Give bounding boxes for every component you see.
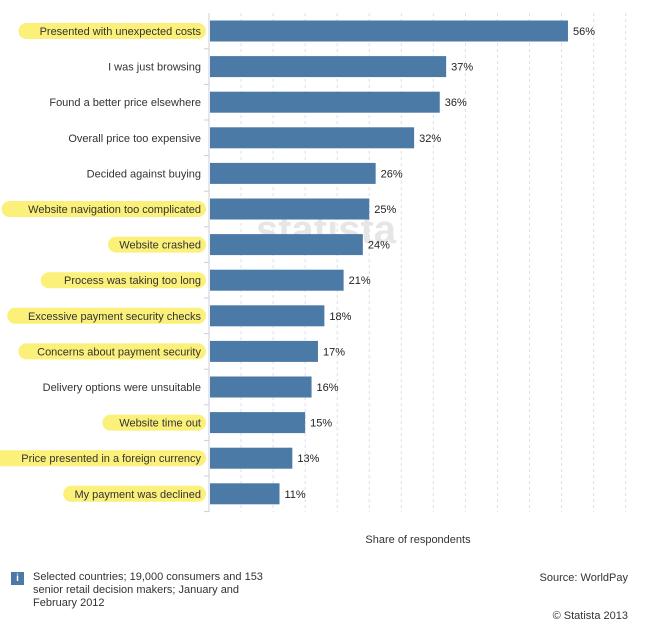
bar	[210, 269, 344, 291]
data-label: 56%	[573, 26, 595, 38]
highlight-mark	[18, 343, 207, 360]
data-label: 36%	[445, 97, 467, 109]
category-label: Website navigation too complicated	[28, 204, 201, 216]
bar	[210, 56, 447, 78]
highlight-mark	[108, 236, 206, 253]
highlight-mark	[1, 201, 206, 217]
highlight-mark	[63, 485, 207, 502]
highlight-mark	[18, 23, 207, 39]
data-label: 17%	[323, 346, 345, 358]
data-label: 26%	[381, 168, 403, 180]
data-label: 24%	[368, 240, 390, 252]
bar	[210, 376, 312, 398]
category-label: Concerns about payment security	[37, 346, 201, 358]
x-axis-label: Share of respondents	[365, 534, 471, 546]
data-label: 32%	[419, 133, 441, 145]
category-label: Presented with unexpected costs	[40, 26, 202, 38]
category-label: Price presented in a foreign currency	[21, 453, 201, 465]
data-label: 15%	[310, 418, 332, 430]
source: Source: WorldPay	[539, 572, 628, 584]
bar	[210, 234, 363, 256]
bar	[210, 198, 370, 220]
bar	[210, 127, 415, 149]
data-label: 16%	[317, 382, 339, 394]
category-label: My payment was declined	[74, 489, 201, 501]
data-label: 13%	[297, 453, 319, 465]
data-label: 18%	[329, 311, 351, 323]
category-label: Website crashed	[119, 240, 201, 252]
bar	[210, 447, 293, 469]
bar	[210, 305, 325, 327]
highlight-mark	[102, 414, 206, 431]
category-label: Process was taking too long	[64, 275, 201, 287]
data-label: 21%	[349, 275, 371, 287]
category-label: Found a better price elsewhere	[49, 97, 201, 109]
category-label: Website time out	[119, 418, 201, 430]
category-label: I was just browsing	[108, 62, 201, 74]
data-label: 11%	[285, 489, 306, 501]
category-label: Decided against buying	[87, 168, 201, 180]
bar	[210, 162, 376, 184]
copyright: © Statista 2013	[552, 610, 628, 622]
highlight-mark	[0, 450, 206, 467]
bar	[210, 412, 306, 434]
data-label: 25%	[374, 204, 396, 216]
bar	[210, 483, 280, 505]
bar	[210, 20, 568, 42]
bar	[210, 91, 440, 113]
category-label: Excessive payment security checks	[28, 311, 202, 323]
info-icon[interactable]: i	[11, 572, 24, 585]
bar	[210, 340, 318, 362]
highlight-mark	[7, 307, 207, 324]
data-label: 37%	[451, 62, 473, 74]
highlight-mark	[40, 272, 206, 289]
footnote: Selected countries; 19,000 consumers and…	[33, 571, 263, 609]
category-label: Delivery options were unsuitable	[43, 382, 201, 394]
category-label: Overall price too expensive	[68, 133, 201, 145]
